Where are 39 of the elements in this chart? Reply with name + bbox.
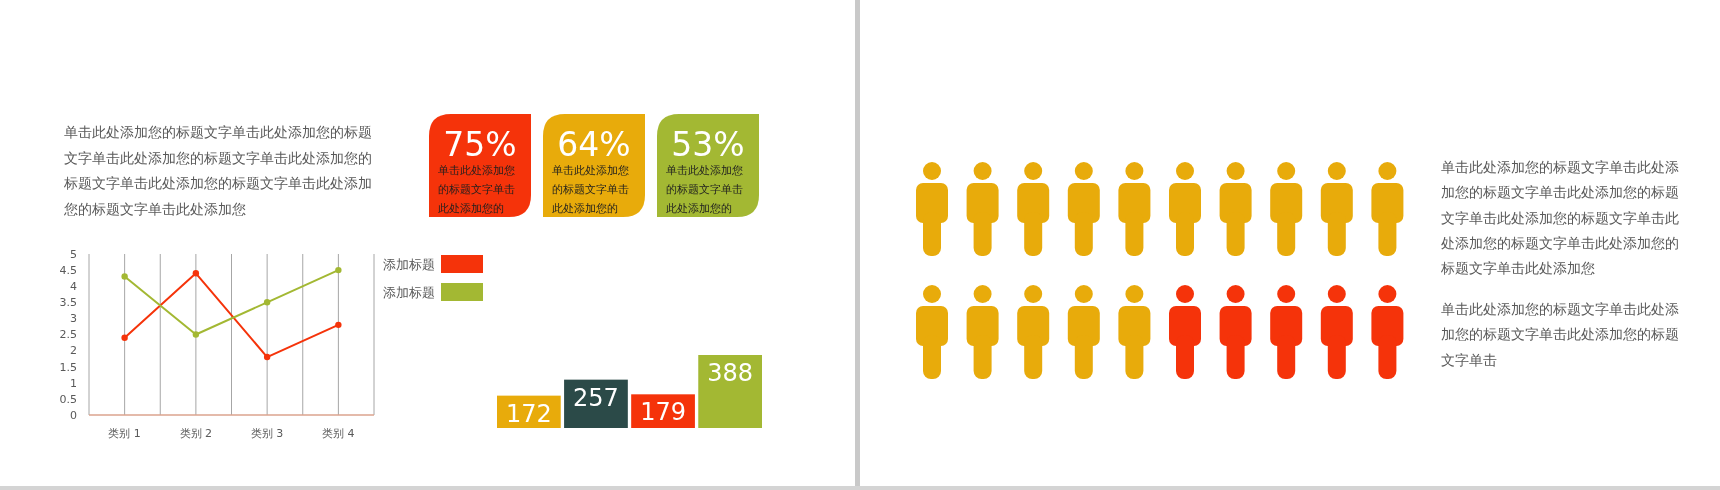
point: [192, 331, 200, 338]
y-tick-label: 0.5: [59, 392, 77, 406]
legend-label: 添加标题: [383, 284, 435, 300]
category-label: 单击此处添加您的标题文字单击此处添加您的: [438, 164, 515, 215]
point: [263, 299, 271, 306]
y-tick-label: 5: [70, 247, 77, 261]
y-tick-label: 0: [70, 408, 77, 422]
point: [121, 273, 128, 280]
text: 单击此处添加您的标题文字单击此处添加您的标题文字单击此处添加您的标题文字单击此处添加您的标题文字单击此处添加您的标题文字单击此处添加您的标题文字单击此处添加您: [63, 124, 372, 218]
category-label: 单击此处添加您的标题文字单击此处添加您的: [666, 164, 743, 215]
y-tick-label: 2: [70, 344, 77, 358]
text: 单击此处添加您的标题文字单击此处添加您的标题文字单击此处添加您的标题文字单击: [1441, 301, 1679, 368]
text: 单击此处添加您的标题文字单击此处添加您的标题文字单击此处添加您的标题文字单击此处添加您的标题文字单击此处添加您的标题文字单击此处添加您的标题文字单击此处添加您: [1440, 159, 1679, 277]
data-label: 257: [573, 383, 619, 412]
y-tick-label: 3.5: [59, 296, 77, 310]
data-label: 388: [707, 359, 754, 387]
y-tick-label: 2.5: [59, 328, 77, 342]
x-tick-label: 类别 2: [179, 427, 213, 440]
data-label: 64%: [557, 125, 631, 164]
data-label: 179: [640, 398, 686, 427]
y-tick-label: 4.5: [59, 263, 77, 277]
y-tick-label: 1: [70, 376, 77, 390]
y-tick-label: 1.5: [59, 360, 77, 374]
point: [263, 353, 271, 361]
data-label: 53%: [671, 125, 745, 164]
data-label: 75%: [443, 125, 517, 164]
bar: [698, 355, 762, 428]
point: [192, 270, 200, 277]
point: [121, 334, 128, 341]
x-tick-label: 类别 1: [108, 427, 141, 440]
point: [335, 321, 342, 329]
category-label: 单击此处添加您的标题文字单击此处添加您的: [552, 164, 629, 215]
x-tick-label: 类别 4: [322, 427, 355, 440]
x-tick-label: 类别 3: [250, 427, 284, 440]
y-tick-label: 4: [70, 280, 77, 294]
y-tick-label: 3: [70, 312, 77, 326]
legend-label: 添加标题: [383, 256, 435, 272]
point: [335, 266, 342, 274]
data-label: 172: [505, 399, 552, 428]
